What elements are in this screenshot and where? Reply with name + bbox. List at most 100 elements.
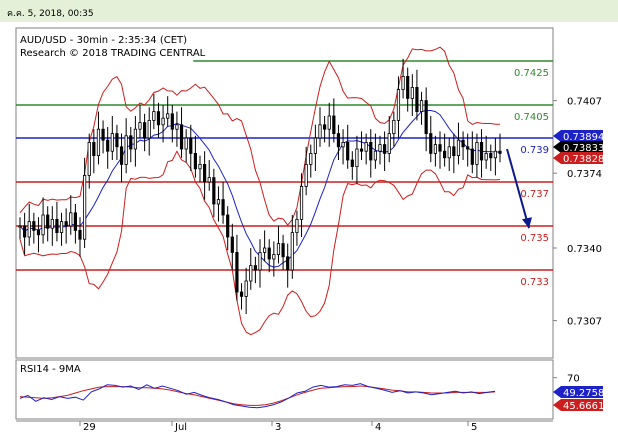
candle-body [415, 87, 419, 113]
rsi-tag-0 [553, 386, 603, 398]
candle-body [461, 139, 465, 148]
bollinger-lower-line [19, 150, 501, 336]
candle-body [359, 148, 364, 152]
candle-body [110, 133, 114, 152]
candle-body [346, 141, 350, 161]
candle-body [124, 135, 128, 165]
candle-body [350, 159, 354, 167]
x-label-4: 5 [471, 422, 477, 433]
price-tick-label-0: 0.7407 [567, 97, 602, 108]
level-label-4: 0.735 [520, 233, 549, 244]
forecast-arrow-line [506, 148, 530, 229]
price-tag-0 [553, 130, 603, 142]
level-label-5: 0.733 [520, 277, 549, 288]
candle-body [263, 247, 267, 253]
candle-body [456, 139, 461, 156]
candle-body [429, 133, 433, 154]
candle-body [161, 117, 165, 126]
candle-body [138, 122, 142, 130]
x-label-1: Jul [174, 422, 187, 433]
price-tick-label-3: 0.7307 [567, 317, 602, 328]
candle-body [267, 247, 271, 260]
rsi-tag-label-1: 45.6661 [563, 401, 604, 412]
candle-body [443, 150, 447, 159]
candle-body [235, 251, 239, 293]
candle-body [184, 137, 188, 150]
candle-body [115, 133, 119, 148]
level-label-0: 0.7425 [514, 68, 549, 79]
candle-body [92, 141, 96, 156]
candle-body [221, 199, 225, 216]
candle-body [373, 150, 377, 161]
x-label-3: 4 [375, 422, 381, 433]
price-tag-2 [553, 152, 603, 164]
candle-body [101, 128, 105, 141]
date-header-bar: ค.ค. 5, 2018, 00:35 [0, 0, 618, 22]
candle-body [64, 221, 68, 227]
candle-body [106, 139, 110, 152]
candle-body [175, 124, 179, 130]
candle-body [332, 115, 336, 135]
candle-body [216, 199, 221, 205]
candle-body [299, 185, 304, 220]
candle-body [276, 243, 281, 256]
candle-body [27, 221, 31, 238]
candle-body [212, 177, 216, 205]
candle-body [313, 137, 317, 154]
rsi-line [19, 383, 496, 409]
candle-body [23, 225, 27, 238]
candle-body [475, 141, 479, 165]
candle-body [355, 148, 359, 168]
candle-body [470, 148, 474, 165]
candle-body [249, 265, 253, 282]
price-tag-label-0: 0.73894 [563, 132, 604, 143]
candle-body [198, 163, 202, 170]
chart-subtitle: Research © 2018 TRADING CENTRAL [20, 48, 206, 59]
candle-body [96, 128, 101, 156]
candle-body [203, 163, 207, 183]
price-tick-label-2: 0.7340 [567, 244, 602, 255]
candle-body [341, 141, 345, 148]
level-label-3: 0.737 [520, 189, 549, 200]
forecast-arrowhead [522, 217, 532, 229]
candle-body [318, 124, 322, 139]
candle-body [304, 163, 308, 187]
candle-body [466, 146, 470, 150]
candle-body [392, 120, 396, 135]
candle-body [327, 115, 331, 130]
candle-body [147, 120, 151, 139]
candle-body [41, 214, 45, 236]
rsi-tag-label-0: 49.2758 [563, 388, 604, 399]
candle-body [396, 89, 401, 121]
candle-body [156, 111, 161, 126]
candle-body [59, 221, 64, 234]
level-label-2: 0.739 [520, 145, 549, 156]
rsi-title: RSI14 - 9MA [20, 364, 81, 375]
candle-body [78, 229, 82, 240]
candle-body [419, 100, 424, 112]
rsi-panel-frame [15, 359, 554, 420]
candle-body [336, 133, 341, 148]
candle-body [309, 152, 313, 165]
candle-body [73, 212, 77, 231]
candle-body [129, 135, 133, 150]
candle-body [18, 225, 22, 228]
candle-body [489, 152, 493, 159]
candle-body [364, 141, 368, 152]
candle-body [133, 128, 137, 150]
candle-body [493, 150, 497, 159]
candle-body [438, 144, 442, 152]
price-tag-label-1: 0.73833 [563, 143, 604, 154]
candle-body [226, 214, 230, 238]
candle-body [83, 174, 87, 240]
candle-body [484, 152, 488, 161]
candle-body [424, 100, 428, 134]
candle-body [36, 229, 41, 236]
candle-body [32, 221, 36, 231]
candle-body [179, 124, 184, 150]
candle-body [406, 76, 410, 99]
candle-body [207, 177, 211, 183]
price-tag-1 [553, 141, 603, 153]
candle-body [383, 144, 387, 154]
